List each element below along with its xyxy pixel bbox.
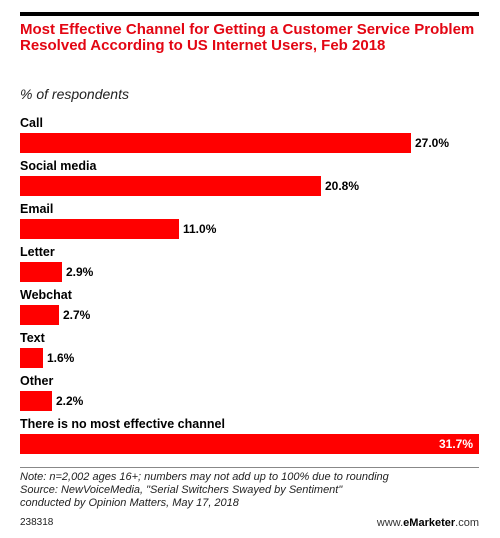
bar — [20, 262, 62, 282]
footer-rule — [20, 467, 479, 468]
chart-note: Note: n=2,002 ages 16+; numbers may not … — [20, 471, 490, 510]
category-label: Call — [20, 116, 43, 130]
category-label: Other — [20, 374, 53, 388]
bar — [20, 348, 43, 368]
value-label: 2.9% — [66, 265, 94, 279]
value-label: 31.7% — [439, 437, 473, 451]
value-label: 11.0% — [183, 222, 217, 236]
category-label: Social media — [20, 159, 97, 173]
category-label: Letter — [20, 245, 55, 259]
value-label: 20.8% — [325, 179, 359, 193]
value-label: 1.6% — [47, 351, 75, 365]
chart-subtitle: % of respondents — [20, 86, 129, 102]
chart-id: 238318 — [20, 517, 54, 528]
bar — [20, 434, 479, 454]
bar — [20, 133, 411, 153]
value-label: 2.7% — [63, 308, 91, 322]
bar — [20, 391, 52, 411]
bar — [20, 176, 321, 196]
chart-title: Most Effective Channel for Getting a Cus… — [20, 21, 475, 54]
category-label: There is no most effective channel — [20, 417, 225, 431]
top-rule — [20, 12, 479, 16]
category-label: Text — [20, 331, 46, 345]
value-label: 2.2% — [56, 394, 84, 408]
brand-logo: www.eMarketer.com — [376, 517, 479, 529]
category-label: Email — [20, 202, 53, 216]
note-line: Note: n=2,002 ages 16+; numbers may not … — [20, 471, 389, 483]
category-label: Webchat — [20, 288, 73, 302]
source-line: Source: NewVoiceMedia, "Serial Switchers… — [20, 484, 343, 496]
bar — [20, 219, 179, 239]
bar — [20, 305, 59, 325]
value-label: 27.0% — [415, 136, 449, 150]
source-line: conducted by Opinion Matters, May 17, 20… — [20, 497, 239, 509]
